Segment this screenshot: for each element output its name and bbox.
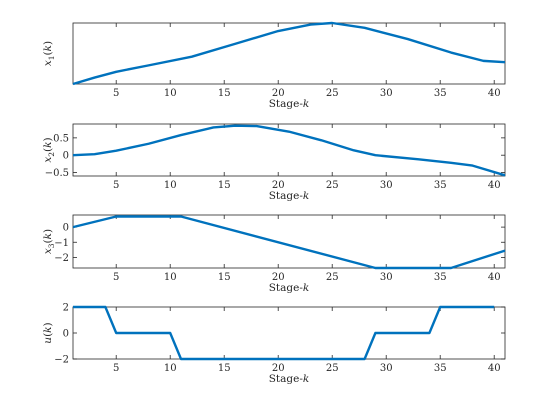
x-tick-label: 40 (488, 272, 501, 283)
x-tick-label: 30 (380, 88, 393, 99)
x-tick-label: 20 (272, 363, 285, 374)
axes-box (72, 22, 506, 85)
subplot-2: 5 10 15 20 25 30 35 40 −0.5 0 0.5 Stage-k x2(k) (42, 123, 506, 202)
x-tick-label: 20 (272, 88, 285, 99)
series-line (72, 21, 506, 86)
x-tick-label: 20 (272, 272, 285, 283)
axes-box (72, 214, 506, 269)
y-tick-label: −2 (54, 355, 69, 366)
x-tick-label: 25 (326, 180, 339, 191)
x-tick-label: 10 (164, 272, 177, 283)
x-tick-label: 10 (164, 363, 177, 374)
y-tick-label: 0 (63, 223, 69, 234)
x-tick-label: 15 (218, 272, 231, 283)
subplot-3: 5 10 15 20 25 30 35 40 −2 −1 0 Stage-k x3(k) (42, 214, 506, 294)
y-tick-label: 0.5 (53, 133, 69, 144)
subplot-4: 5 10 15 20 25 30 35 40 −2 0 2 Stage-k u(k) (42, 303, 506, 385)
y-axis-label: x3(k) (42, 229, 56, 254)
x-tick-label: 25 (326, 363, 339, 374)
x-tick-label: 30 (380, 272, 393, 283)
series-line (72, 124, 506, 177)
x-tick-label: 40 (488, 88, 501, 99)
x-tick-label: 5 (113, 272, 119, 283)
x-axis-label: Stage-k (269, 373, 310, 385)
y-tick-label: −1 (54, 238, 69, 249)
x-axis-label: Stage-k (269, 282, 310, 294)
x-tick-label: 30 (380, 180, 393, 191)
y-tick-label: −0.5 (45, 168, 69, 179)
y-tick-label: 2 (63, 303, 69, 314)
x-tick-label: 20 (272, 180, 285, 191)
x-tick-label: 15 (218, 88, 231, 99)
x-axis-label: Stage-k (269, 190, 310, 202)
x-tick-label: 10 (164, 180, 177, 191)
x-tick-label: 40 (488, 180, 501, 191)
series-line (73, 305, 495, 361)
x-tick-label: 35 (434, 180, 447, 191)
subplot-1: 5 10 15 20 25 30 35 40 Stage-k x1(k) (42, 21, 506, 110)
x-tick-label: 5 (113, 180, 119, 191)
y-axis-label: u(k) (42, 322, 54, 343)
x-tick-label: 10 (164, 88, 177, 99)
x-tick-label: 35 (434, 272, 447, 283)
x-tick-label: 5 (113, 363, 119, 374)
x-tick-label: 35 (434, 363, 447, 374)
x-tick-label: 15 (218, 180, 231, 191)
x-axis-label: Stage-k (269, 98, 310, 110)
y-axis-label: x1(k) (42, 41, 56, 66)
x-tick-label: 35 (434, 88, 447, 99)
x-tick-label: 30 (380, 363, 393, 374)
x-tick-label: 25 (326, 272, 339, 283)
y-tick-label: 0 (63, 151, 69, 162)
x-tick-label: 15 (218, 363, 231, 374)
x-tick-label: 25 (326, 88, 339, 99)
x-tick-label: 40 (488, 363, 501, 374)
y-tick-label: 0 (63, 329, 69, 340)
series-line (72, 215, 506, 270)
y-axis-label: x2(k) (42, 137, 56, 162)
y-tick-label: −2 (54, 253, 69, 264)
x-tick-label: 5 (113, 88, 119, 99)
